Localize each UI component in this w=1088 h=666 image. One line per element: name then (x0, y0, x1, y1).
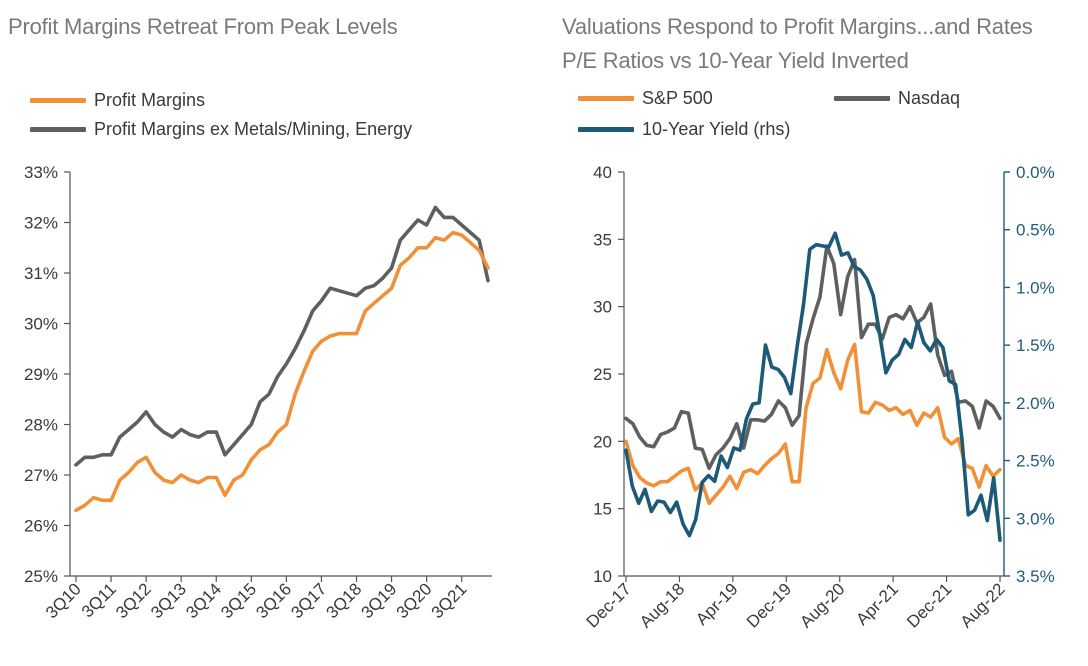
right-chart-plot: 10 15 20 25 30 35 40 0.0% 0.5% 1.0% 1.5% 2.0% 2.5% 3.… (583, 163, 1055, 632)
y-tick-label: 33% (24, 163, 58, 182)
y-tick-label: 30% (24, 315, 58, 334)
legend-item-profit-margins-ex: Profit Margins ex Metals/Mining, Energy (30, 119, 412, 140)
x-tick-label: Aug-20 (796, 579, 848, 631)
y-tick-label: 32% (24, 214, 58, 233)
x-tick-label: Aug-18 (636, 579, 688, 631)
left-chart-title: Profit Margins Retreat From Peak Levels (8, 14, 398, 39)
right-chart-subtitle: P/E Ratios vs 10-Year Yield Inverted (562, 48, 909, 73)
x-tick-label: 3Q12 (112, 579, 155, 622)
series-line-nasdaq (624, 244, 1002, 471)
series-line-10-year-yield-rhs- (624, 231, 1002, 542)
x-tick-label: 3Q21 (428, 579, 471, 622)
series-line-s-p-500 (624, 342, 1002, 506)
legend-item-10yr-yield: 10-Year Yield (rhs) (578, 119, 790, 140)
y-tick-label: 27% (24, 466, 58, 485)
legend-label: Profit Margins ex Metals/Mining, Energy (94, 119, 413, 139)
legend-swatch-gray (30, 127, 86, 132)
x-tick-label: Dec-21 (903, 579, 955, 631)
y2-tick-label: 1.0% (1016, 278, 1055, 297)
x-tick-label: Apr-19 (692, 579, 742, 629)
y2-tick-label: 0.0% (1016, 163, 1055, 182)
y-tick-label: 31% (24, 264, 58, 283)
y2-tick-label: 3.5% (1016, 567, 1055, 586)
y2-tick-label: 0.5% (1016, 221, 1055, 240)
x-tick-label: 3Q13 (147, 579, 190, 622)
x-tick-label: 3Q17 (287, 579, 330, 622)
right-chart-title: Valuations Respond to Profit Margins...a… (562, 14, 1033, 39)
legend-item-profit-margins: Profit Margins (30, 90, 205, 111)
y2-tick-label: 2.5% (1016, 452, 1055, 471)
x-tick-label: 3Q18 (322, 579, 365, 622)
x-tick-label: 3Q19 (358, 579, 401, 622)
x-tick-label: Apr-21 (852, 579, 902, 629)
legend-swatch-orange (30, 98, 86, 103)
legend-label: 10-Year Yield (rhs) (642, 119, 791, 139)
left-chart-panel: Profit Margins Retreat From Peak Levels … (0, 0, 540, 666)
y-tick-label: 25 (593, 365, 612, 384)
x-tick-label: Dec-17 (583, 579, 635, 631)
x-tick-label: 3Q16 (252, 579, 295, 622)
y-tick-label: 10 (593, 567, 612, 586)
legend-swatch-gray (834, 96, 890, 101)
y-tick-label: 35 (593, 230, 612, 249)
legend-label: Profit Margins (94, 90, 206, 110)
x-tick-label: 3Q15 (217, 579, 260, 622)
y2-tick-label: 2.0% (1016, 394, 1055, 413)
y-tick-label: 30 (593, 298, 612, 317)
legend-label: S&P 500 (642, 88, 713, 108)
x-tick-label: 3Q20 (393, 579, 436, 622)
series-line-profit-margins (74, 230, 490, 513)
series-line-profit-margins-ex-metals-mining-energy (74, 205, 490, 467)
legend-item-sp500: S&P 500 (578, 88, 713, 109)
y-tick-label: 25% (24, 567, 58, 586)
x-tick-label: 3Q14 (182, 579, 225, 622)
x-tick-label: 3Q11 (78, 579, 120, 621)
y-tick-label: 28% (24, 416, 58, 435)
legend-item-nasdaq: Nasdaq (834, 88, 960, 109)
y-tick-label: 26% (24, 517, 58, 536)
y-tick-label: 29% (24, 365, 58, 384)
right-chart-panel: Valuations Respond to Profit Margins...a… (548, 0, 1088, 666)
y2-tick-label: 3.0% (1016, 509, 1055, 528)
legend-swatch-orange (578, 96, 634, 101)
x-tick-label: Aug-22 (957, 579, 1009, 631)
x-tick-label: Dec-19 (743, 579, 795, 631)
y2-tick-label: 1.5% (1016, 336, 1055, 355)
y-tick-label: 20 (593, 432, 612, 451)
legend-swatch-blue (578, 127, 634, 132)
left-chart-plot: 25%26%27%28%29%30%31%32%33%3Q103Q113Q123… (24, 163, 492, 622)
y-tick-label: 15 (593, 500, 612, 519)
legend-label: Nasdaq (898, 88, 961, 108)
y-tick-label: 40 (593, 163, 612, 182)
